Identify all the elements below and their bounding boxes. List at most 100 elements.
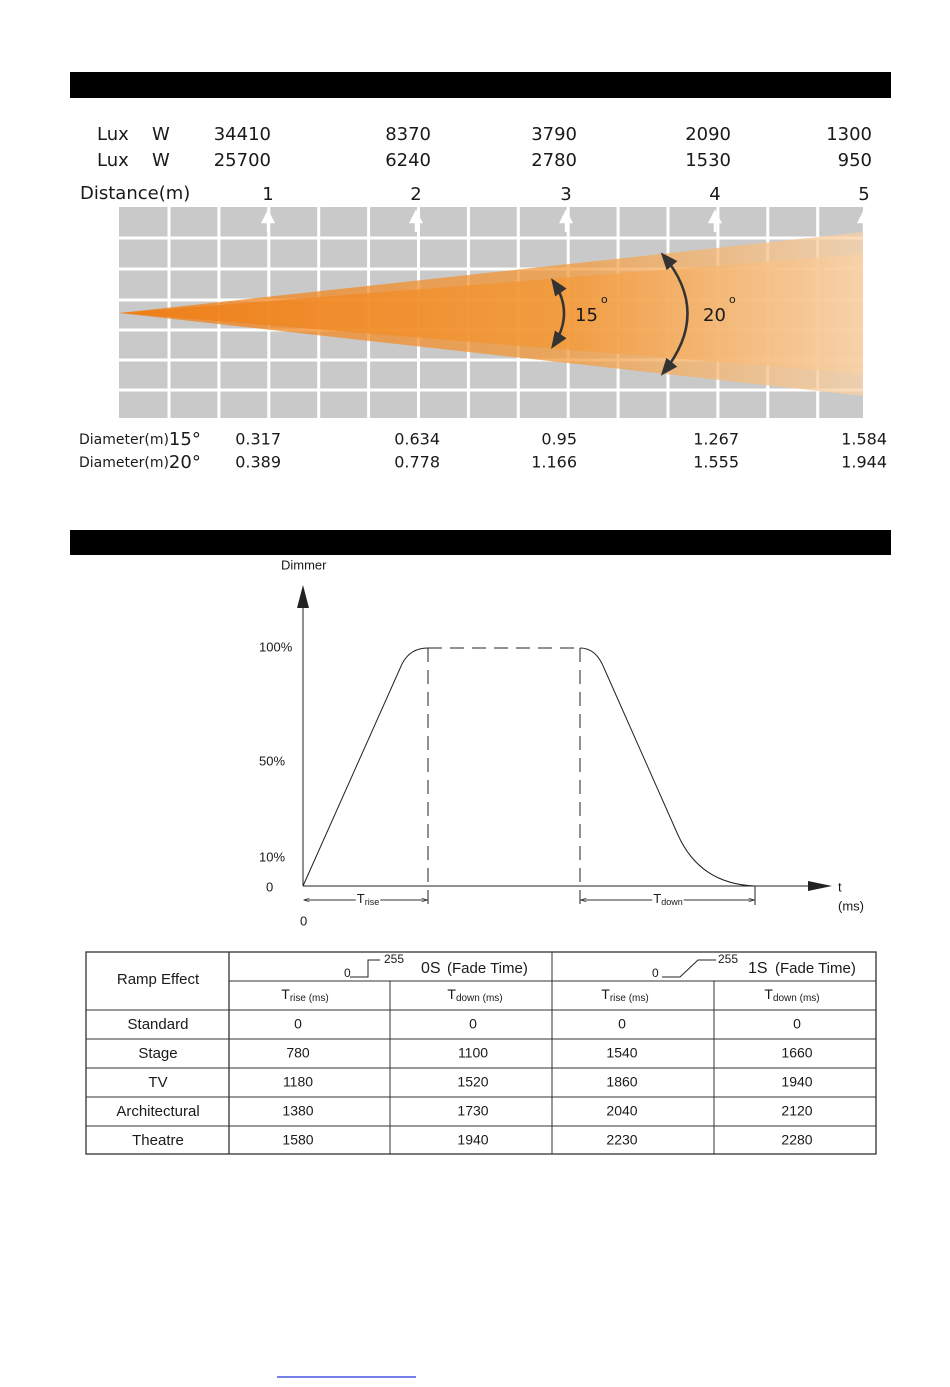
cell-value: 1180 (283, 1074, 313, 1090)
group-note: (Fade Time) (447, 960, 528, 977)
symbol: T (447, 986, 456, 1002)
cell-value: 1380 (282, 1103, 313, 1119)
subscript: rise (365, 897, 380, 907)
lux-value: 34410 (214, 124, 271, 145)
beam-angle: 20 (703, 305, 726, 326)
subscript: rise (ms) (290, 993, 329, 1004)
level-label: 100% (259, 639, 293, 654)
axis-title: Dimmer (281, 557, 327, 572)
down-label: Tdown (653, 891, 682, 907)
group-high: 255 (384, 952, 404, 966)
diameter-value: 0.317 (235, 430, 281, 449)
group-low: 0 (344, 966, 351, 980)
distance-value: 3 (560, 184, 571, 205)
lux-value: 1300 (826, 124, 872, 145)
cell-value: 0 (793, 1016, 801, 1032)
angle-arc (551, 278, 567, 349)
diameter-label: Diameter(m)20° (79, 452, 201, 473)
cell-value: 1520 (457, 1074, 488, 1090)
lux-value: 3790 (531, 124, 577, 145)
distance-arrow (558, 209, 574, 232)
cell-value: 1940 (457, 1132, 488, 1148)
diameter-value: 0.95 (541, 430, 577, 449)
level-label: 10% (259, 849, 285, 864)
subscript: down (ms) (456, 993, 503, 1004)
subscript: down (661, 897, 683, 907)
diameter-value: 1.944 (841, 453, 887, 472)
cell-value: 0 (469, 1016, 477, 1032)
row-label: Theatre (132, 1132, 184, 1149)
label-text: Diameter(m) (79, 432, 169, 448)
angle-arc (660, 252, 689, 376)
distance-arrow (260, 209, 276, 232)
distance-value: 1 (262, 184, 273, 205)
label-angle: 15° (169, 429, 201, 450)
level-label: 50% (259, 753, 285, 768)
lux-unit: W (152, 150, 170, 171)
section-bar (70, 530, 891, 555)
diameter-value: 0.778 (394, 453, 440, 472)
lux-value: 1530 (685, 150, 731, 171)
distance-value: 2 (410, 184, 421, 205)
cell-value: 1540 (606, 1045, 637, 1061)
cell-value: 1860 (606, 1074, 637, 1090)
label-gap (652, 898, 684, 902)
cell-value: 1100 (458, 1045, 488, 1061)
axis-unit: (ms) (838, 898, 864, 913)
lux-label: Lux (97, 150, 129, 171)
group-mode: 0S (421, 960, 441, 977)
distance-arrow (408, 209, 424, 232)
cell-value: 2230 (606, 1132, 637, 1148)
diameter-value: 1.555 (693, 453, 739, 472)
lux-value: 2780 (531, 150, 577, 171)
cell-value: 0 (618, 1016, 626, 1032)
origin-label: 0 (300, 913, 307, 928)
cell-value: 0 (294, 1016, 302, 1032)
cell-value: 2280 (781, 1132, 812, 1148)
cell-value: 1730 (457, 1103, 488, 1119)
step-icon (350, 959, 380, 978)
column-header: Trise (ms) (601, 986, 648, 1004)
column-header: Tdown (ms) (764, 986, 819, 1004)
distance-value: 4 (709, 184, 720, 205)
distance-value: 5 (858, 184, 869, 205)
axis-arrow (297, 585, 309, 608)
table-grid (85, 951, 877, 1155)
label-text: Diameter(m) (79, 455, 169, 471)
subscript: rise (ms) (610, 993, 649, 1004)
cell-value: 1660 (781, 1045, 812, 1061)
corner-header: Ramp Effect (117, 971, 200, 988)
row-label: Architectural (116, 1103, 199, 1120)
diameter-value: 1.584 (841, 430, 887, 449)
cell-value: 1580 (282, 1132, 313, 1148)
distance-arrow (707, 209, 723, 232)
rise-curve (302, 647, 429, 887)
diameter-value: 0.389 (235, 453, 281, 472)
axis-title: t (838, 879, 842, 894)
lux-value: 6240 (385, 150, 431, 171)
column-header: Tdown (ms) (447, 986, 502, 1004)
degree-mark: o (601, 293, 608, 306)
cell-value: 2120 (781, 1103, 812, 1119)
degree-mark: o (729, 293, 736, 306)
group-note: (Fade Time) (775, 960, 856, 977)
cell-value: 780 (286, 1045, 310, 1061)
symbol: T (281, 986, 290, 1002)
section-bar (70, 72, 891, 98)
lux-value: 25700 (214, 150, 271, 171)
group-high: 255 (718, 952, 738, 966)
diameter-value: 1.267 (693, 430, 739, 449)
beam-angle: 15 (575, 305, 598, 326)
diameter-value: 0.634 (394, 430, 440, 449)
cell-value: 2040 (606, 1103, 637, 1119)
symbol: T (653, 891, 661, 906)
group-low: 0 (652, 966, 659, 980)
subscript: down (ms) (773, 993, 820, 1004)
lux-unit: W (152, 124, 170, 145)
symbol: T (357, 891, 365, 906)
diameter-value: 1.166 (531, 453, 577, 472)
down-curve (579, 647, 756, 887)
symbol: T (601, 986, 610, 1002)
